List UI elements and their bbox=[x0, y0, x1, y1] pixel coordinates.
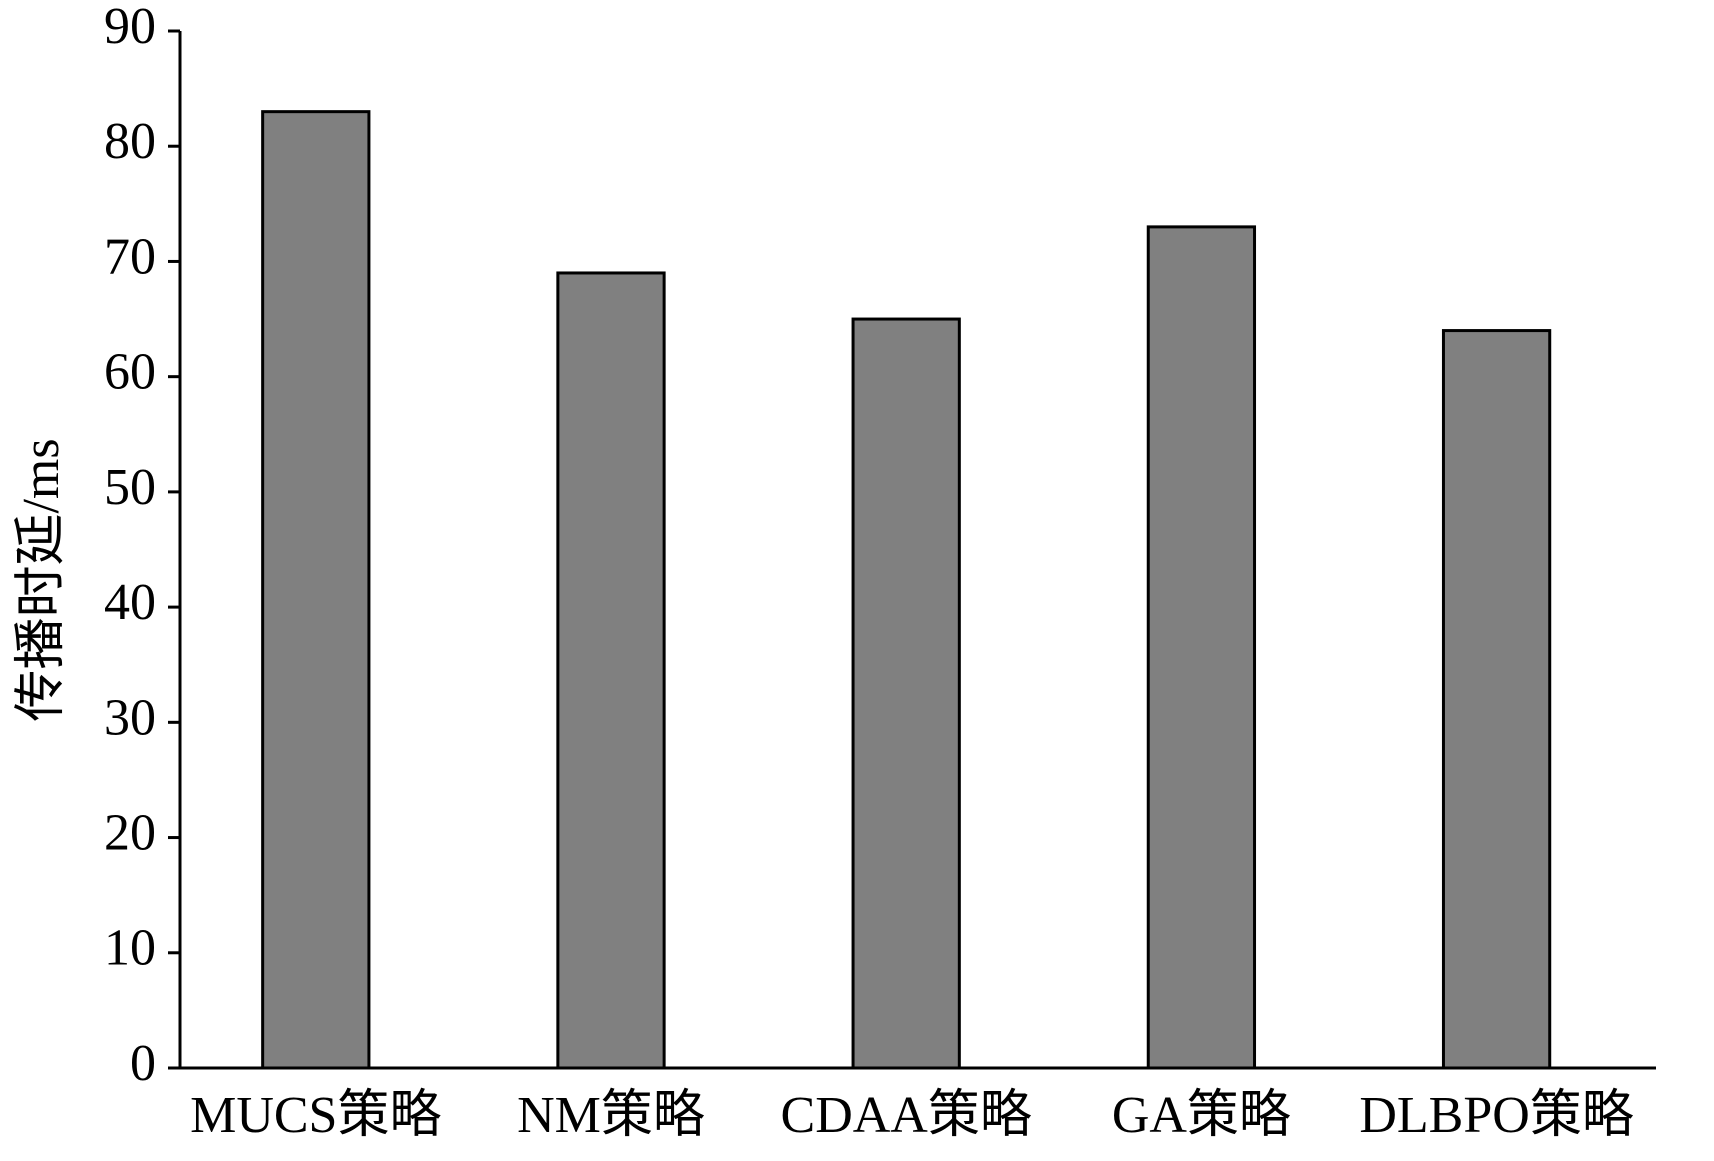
x-tick-label: CDAA策略 bbox=[781, 1087, 1032, 1144]
y-axis-label: 传播时延/ms bbox=[13, 438, 70, 721]
x-tick-label: NM策略 bbox=[517, 1087, 705, 1144]
y-tick-label: 30 bbox=[104, 689, 156, 746]
y-tick-label: 80 bbox=[104, 113, 156, 170]
bar bbox=[851, 317, 961, 1070]
y-tick-label: 50 bbox=[104, 459, 156, 516]
bar bbox=[1146, 225, 1257, 1070]
y-tick-label: 20 bbox=[104, 804, 156, 861]
y-tick-label: 60 bbox=[104, 344, 156, 401]
bar bbox=[261, 110, 371, 1070]
x-tick-label: MUCS策略 bbox=[190, 1087, 441, 1144]
y-tick-label: 0 bbox=[130, 1035, 156, 1092]
x-tick-label: DLBPO策略 bbox=[1359, 1087, 1633, 1144]
x-tick-label: GA策略 bbox=[1112, 1087, 1291, 1144]
y-tick-label: 90 bbox=[104, 0, 156, 55]
y-tick-label: 40 bbox=[104, 574, 156, 631]
bar bbox=[556, 271, 666, 1070]
bar bbox=[1441, 329, 1552, 1070]
y-tick-label: 10 bbox=[104, 920, 156, 977]
y-tick-label: 70 bbox=[104, 228, 156, 285]
